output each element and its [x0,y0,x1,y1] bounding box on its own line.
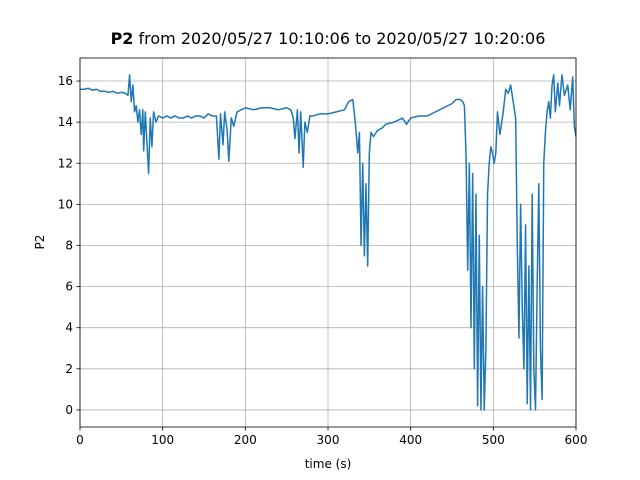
y-tick-label: 0 [65,403,73,417]
y-tick-label: 14 [58,115,73,129]
x-tick-label: 0 [76,433,84,447]
x-axis-label: time (s) [305,457,352,471]
y-axis-label: P2 [33,235,47,250]
x-tick-label: 600 [565,433,588,447]
y-tick-label: 16 [58,74,73,88]
y-tick-label: 4 [65,321,73,335]
title-bold: P2 [111,29,134,48]
y-tick-label: 8 [65,238,73,252]
y-tick-label: 6 [65,280,73,294]
x-tick-label: 200 [234,433,257,447]
data-line [80,74,576,411]
x-tick-label: 400 [399,433,422,447]
x-tick-label: 300 [317,433,340,447]
x-tick-label: 100 [151,433,174,447]
plot-frame [79,57,577,428]
chart-title: P2 from 2020/05/27 10:10:06 to 2020/05/2… [111,29,546,48]
y-tick-label: 10 [58,197,73,211]
x-tick-label: 500 [482,433,505,447]
title-text: from 2020/05/27 10:10:06 to 2020/05/27 1… [139,29,546,48]
y-tick-label: 12 [58,156,73,170]
y-tick-label: 2 [65,362,73,376]
